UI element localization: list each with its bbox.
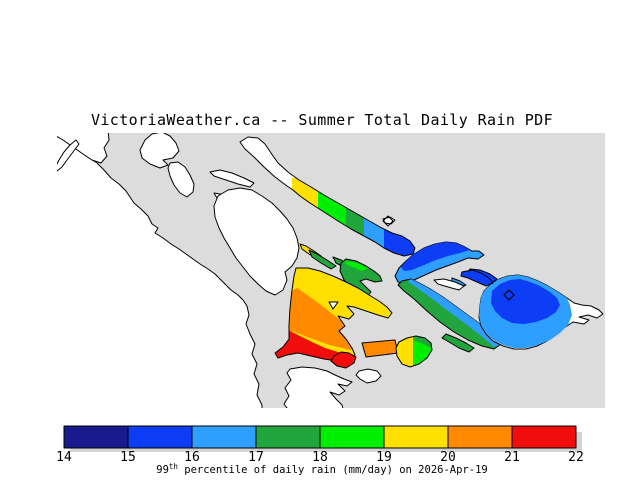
data-sliver (308, 249, 337, 270)
tick-label: 17 (248, 450, 264, 465)
tick-label: 19 (376, 450, 392, 465)
station-marker-diamond-icon (503, 289, 515, 301)
green-island-cluster (339, 258, 383, 298)
colorbar-segments (63, 425, 577, 449)
caption-number: 99 (156, 464, 169, 476)
colorbar-segment (63, 425, 129, 449)
red-islet (330, 351, 357, 369)
island-shape (355, 368, 382, 384)
colorbar: 14 15 16 17 18 19 20 21 22 99th percenti… (56, 425, 584, 476)
caption-rest: percentile of daily rain (mm/day) on 202… (178, 464, 488, 476)
figure-title: VictoriaWeather.ca -- Summer Total Daily… (91, 111, 553, 129)
colorbar-segment (447, 425, 513, 449)
colorbar-segment (255, 425, 321, 449)
tick-label: 21 (504, 450, 520, 465)
island-shape (213, 187, 300, 296)
tick-label: 15 (120, 450, 136, 465)
colorbar-segment (319, 425, 385, 449)
caption-superscript: th (169, 462, 178, 471)
shore-patch (57, 133, 110, 164)
shore-shape (283, 366, 353, 408)
colorbar-tick-labels: 14 15 16 17 18 19 20 21 22 (56, 450, 584, 465)
island-sliver (433, 278, 465, 291)
tick-label: 14 (56, 450, 72, 465)
colorbar-segment (191, 425, 257, 449)
green-arm (441, 333, 475, 353)
island-shape (167, 161, 195, 198)
island-shape (139, 133, 180, 169)
tick-label: 20 (440, 450, 456, 465)
colorbar-segment (511, 425, 577, 449)
blue-islet (460, 269, 494, 287)
colorbar-segment (383, 425, 449, 449)
map-area (57, 133, 605, 408)
tick-label: 22 (568, 450, 584, 465)
station-marker-diamond-icon (382, 215, 394, 227)
mainland-coast (57, 133, 263, 408)
peninsula-finger (57, 139, 80, 172)
island-sliver (209, 169, 255, 188)
colorbar-caption: 99th percentile of daily rain (mm/day) o… (156, 462, 487, 476)
tick-label: 16 (184, 450, 200, 465)
big-blue-island (478, 274, 604, 350)
tick-label: 18 (312, 450, 328, 465)
colorbar-segment (127, 425, 193, 449)
